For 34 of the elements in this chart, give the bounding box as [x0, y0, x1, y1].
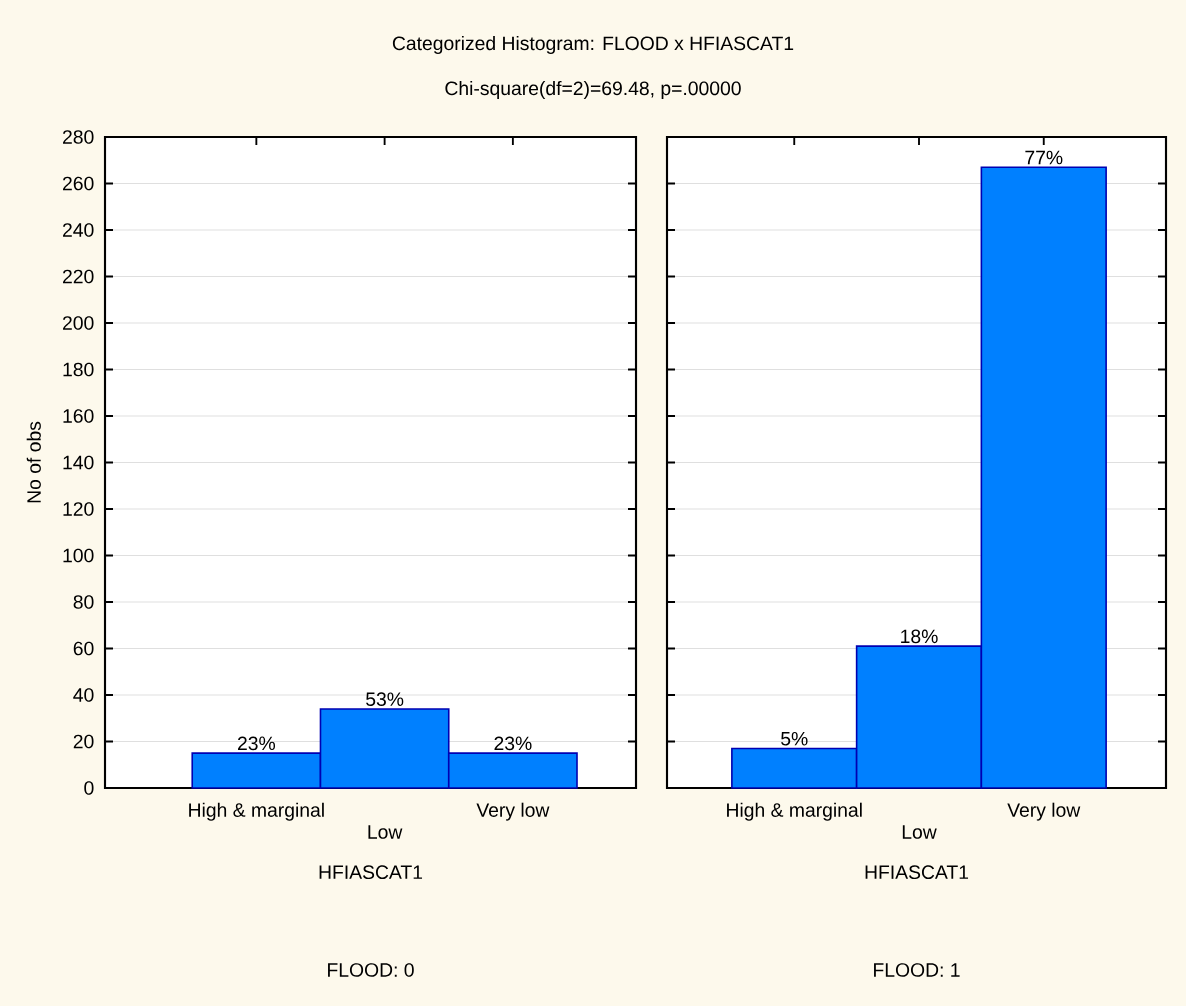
- y-tick-label: 20: [73, 734, 94, 749]
- y-tick-label: 200: [63, 316, 94, 330]
- chart-subtitle: Chi-square(df=2)=69.48, p=.00000: [445, 80, 741, 99]
- annotation: 23%: [494, 736, 532, 751]
- text: FLOOD: 1: [874, 963, 960, 977]
- x-axis-title: HFIASCAT1: [319, 865, 423, 880]
- y-tick-label: 80: [73, 595, 94, 609]
- annotation: 5%: [781, 731, 808, 746]
- y-tick-label: 220: [63, 269, 94, 284]
- x-tick-label: Low: [368, 825, 403, 839]
- annotation: 23%: [237, 736, 276, 751]
- x-tick-label: Very low: [1007, 802, 1081, 821]
- chart-title: Categorized Histogram: FLOOD x HFIASCAT1: [392, 35, 794, 54]
- x-tick-label: High & marginal: [189, 802, 324, 821]
- y-axis-title: No of obs: [26, 421, 41, 503]
- annotation: 53%: [366, 692, 404, 706]
- y-tick-label: 40: [73, 688, 94, 702]
- y-tick-label: 120: [63, 502, 94, 516]
- x-axis-title: HFIASCAT1: [865, 865, 969, 880]
- annotation: 77%: [1025, 150, 1063, 165]
- y-tick-label: 160: [63, 409, 94, 423]
- x-tick-label: Low: [902, 825, 937, 839]
- x-tick-label: Very low: [476, 802, 550, 821]
- text: FLOOD: 0: [328, 963, 414, 977]
- y-tick-label: 180: [63, 362, 94, 377]
- y-tick-label: 60: [73, 641, 94, 656]
- y-tick-label: 100: [63, 548, 94, 563]
- y-tick-label: 240: [63, 223, 94, 237]
- annotation: 18%: [901, 629, 938, 644]
- y-tick-label: 0: [84, 781, 94, 795]
- y-tick-label: 140: [63, 455, 94, 470]
- x-tick-label: High & marginal: [727, 802, 862, 821]
- y-tick-label: 280: [63, 130, 94, 144]
- y-tick-label: 260: [63, 176, 94, 191]
